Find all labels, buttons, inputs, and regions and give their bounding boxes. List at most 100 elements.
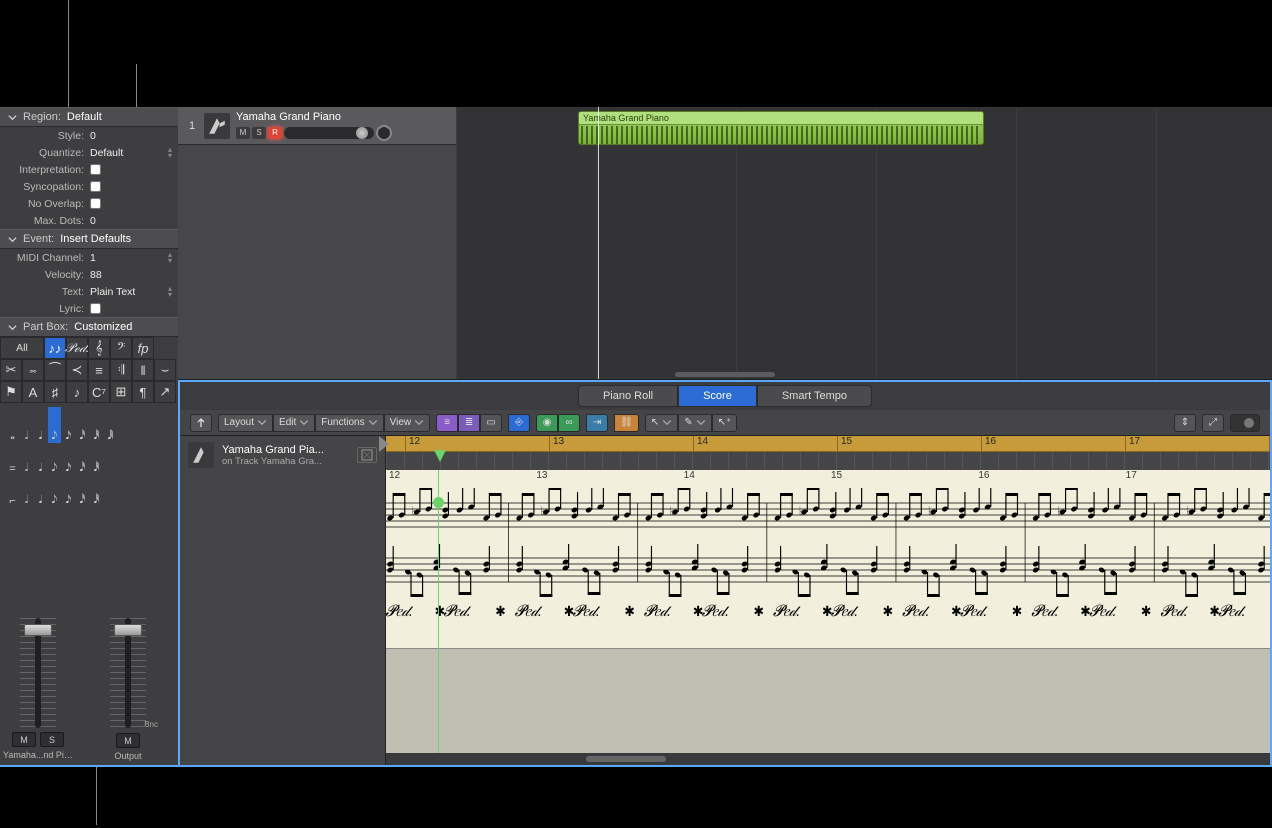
palette-pedal-button[interactable]: 𝒫ℯ𝒹. — [66, 337, 88, 359]
view-wrapped-button[interactable]: ≣ — [458, 414, 480, 432]
eighth-note[interactable]: 𝅘𝅥𝅮 — [48, 407, 61, 443]
region-section-header[interactable]: Region: Default — [0, 107, 178, 127]
view-menu[interactable]: View — [384, 414, 431, 432]
track-volume-slider[interactable] — [284, 127, 374, 139]
midi-out-button[interactable]: ◉ — [536, 414, 558, 432]
midichannel-row[interactable]: MIDI Channel:1▴▾ — [0, 249, 178, 266]
palette-text-a-button[interactable]: A — [22, 381, 44, 403]
solo-button[interactable]: S — [40, 732, 64, 747]
palette-chord-button[interactable]: C⁷ — [88, 381, 110, 403]
arrange-timeline[interactable]: Yamaha Grand Piano — [456, 107, 1272, 379]
dotted-half[interactable]: 𝅗𝅥 — [20, 439, 33, 475]
palette-para-button[interactable]: ¶ — [132, 381, 154, 403]
palette-tie-button[interactable]: ⌣ — [154, 359, 176, 381]
score-canvas[interactable]: 12 13 14 15 16 17 12 13 14 15 — [386, 436, 1270, 765]
catch-button[interactable]: ⇥ — [586, 414, 608, 432]
locator-icon[interactable] — [433, 449, 447, 463]
pencil-tool[interactable]: ✎ — [678, 414, 711, 432]
editor-track-row[interactable]: Yamaha Grand Pia... on Track Yamaha Gra.… — [180, 436, 385, 474]
dotted-quarter[interactable]: 𝅘𝅥 — [34, 439, 47, 475]
track-solo-button[interactable]: S — [252, 127, 266, 139]
thirtysecond-note[interactable]: 𝅘𝅥𝅰 — [76, 407, 89, 443]
sixtyfourth-note[interactable]: 𝅘𝅥𝅱 — [90, 407, 103, 443]
sub-ruler[interactable] — [386, 452, 1270, 470]
lyric-checkbox[interactable] — [90, 303, 101, 314]
stepper-icon[interactable]: ▴▾ — [168, 147, 172, 159]
tuplet-eighth[interactable]: 𝅘𝅥𝅮 — [48, 471, 61, 507]
palette-clef-button[interactable]: 𝄞 — [88, 337, 110, 359]
palette-trill-button[interactable]: 𝆗 — [22, 359, 44, 381]
tuplet-sixtyfourth[interactable]: 𝅘𝅥𝅱 — [90, 471, 103, 507]
palette-grace-button[interactable]: ♪ — [66, 381, 88, 403]
midi-region[interactable]: Yamaha Grand Piano — [578, 111, 984, 145]
dotted-thirtysecond[interactable]: 𝅘𝅥𝅰 — [76, 439, 89, 475]
velocity-row[interactable]: Velocity:88 — [0, 266, 178, 283]
playhead[interactable] — [598, 107, 599, 379]
palette-dynamics-button[interactable]: fp — [132, 337, 154, 359]
palette-all-button[interactable]: All — [0, 337, 44, 359]
mute-button[interactable]: M — [116, 733, 140, 748]
tab-score[interactable]: Score — [678, 385, 757, 407]
style-row[interactable]: Style:0 — [0, 127, 178, 144]
palette-tab-button[interactable]: ⊞ — [110, 381, 132, 403]
tuplet-quarter[interactable]: 𝅘𝅥 — [34, 471, 47, 507]
layout-menu[interactable]: Layout — [218, 414, 273, 432]
zoom-vert-button[interactable]: ⇕ — [1174, 414, 1196, 432]
interpretation-row[interactable]: Interpretation: — [0, 161, 178, 178]
channel-fader-2[interactable]: Bnc M Output — [98, 618, 158, 761]
track-mute-button[interactable]: M — [236, 127, 250, 139]
channel-fader-1[interactable]: MS Yamaha...nd Piano — [8, 618, 68, 761]
quantize-row[interactable]: Quantize:Default▴▾ — [0, 144, 178, 161]
pointer-tool[interactable]: ↖ — [645, 414, 678, 432]
palette-cresc-button[interactable]: ≺ — [66, 359, 88, 381]
track-header-row[interactable]: 1 Yamaha Grand Piano M S R — [178, 107, 456, 145]
tuplet-thirtysecond[interactable]: 𝅘𝅥𝅰 — [76, 471, 89, 507]
palette-bass-button[interactable]: 𝄢 — [110, 337, 132, 359]
palette-cut-button[interactable]: ✂ — [0, 359, 22, 381]
tuplet-half[interactable]: 𝅗𝅥 — [20, 471, 33, 507]
maxdots-row[interactable]: Max. Dots:0 — [0, 212, 178, 229]
back-button[interactable] — [190, 414, 212, 432]
stepper-icon[interactable]: ▴▾ — [168, 286, 172, 298]
palette-notes-button[interactable]: ♪♪ — [44, 337, 66, 359]
edit-menu[interactable]: Edit — [273, 414, 315, 432]
overlap-checkbox[interactable] — [90, 198, 101, 209]
fullscreen-button[interactable] — [357, 447, 377, 463]
partbox-section-header[interactable]: Part Box: Customized — [0, 317, 178, 337]
hundredtwentyeighth-note[interactable]: 𝅘𝅥𝅲 — [104, 407, 117, 443]
track-record-button[interactable]: R — [268, 127, 282, 139]
zoom-toggle[interactable] — [1230, 414, 1260, 432]
layout-tool[interactable]: ↖⁺ — [712, 414, 738, 432]
tuplet-sixteenth[interactable]: 𝅘𝅥𝅯 — [62, 471, 75, 507]
midi-thru-button[interactable]: ∞ — [558, 414, 580, 432]
syncopation-checkbox[interactable] — [90, 181, 101, 192]
syncopation-row[interactable]: Syncopation: — [0, 178, 178, 195]
whole-note[interactable]: 𝅝 — [6, 407, 19, 443]
dotted-sixtyfourth[interactable]: 𝅘𝅥𝅱 — [90, 439, 103, 475]
quarter-note[interactable]: 𝅘𝅥 — [34, 407, 47, 443]
link-button[interactable]: ⛓ — [614, 414, 639, 432]
palette-arrow-button[interactable]: ↗ — [154, 381, 176, 403]
mute-button[interactable]: M — [12, 732, 36, 747]
cycle-start-icon[interactable] — [379, 436, 389, 457]
palette-tremolo-button[interactable]: ≡ — [88, 359, 110, 381]
half-note[interactable]: 𝅗𝅥 — [20, 407, 33, 443]
text-row[interactable]: Text:Plain Text▴▾ — [0, 283, 178, 300]
stepper-icon[interactable]: ▴▾ — [168, 252, 172, 264]
dotted-eighth[interactable]: 𝅘𝅥𝅮 — [48, 439, 61, 475]
score-paper[interactable]: 12 13 14 15 16 17 — [386, 470, 1270, 753]
palette-repeat-button[interactable]: 𝄇 — [110, 359, 132, 381]
palette-barline-button[interactable]: ‖ — [132, 359, 154, 381]
track-instrument-icon[interactable] — [204, 113, 230, 139]
zoom-button[interactable]: ⤢ — [1202, 414, 1224, 432]
view-linear-button[interactable]: ≡ — [436, 414, 458, 432]
palette-slur-button[interactable]: ⁀ — [44, 359, 66, 381]
tab-piano-roll[interactable]: Piano Roll — [578, 385, 678, 407]
track-pan-knob[interactable] — [376, 125, 392, 141]
midi-in-button[interactable]: ⎆ — [508, 414, 530, 432]
dot-note[interactable]: = — [6, 439, 19, 475]
event-section-header[interactable]: Event: Insert Defaults — [0, 229, 178, 249]
overlap-row[interactable]: No Overlap: — [0, 195, 178, 212]
score-playhead[interactable] — [438, 470, 439, 753]
view-page-button[interactable]: ▭ — [480, 414, 502, 432]
